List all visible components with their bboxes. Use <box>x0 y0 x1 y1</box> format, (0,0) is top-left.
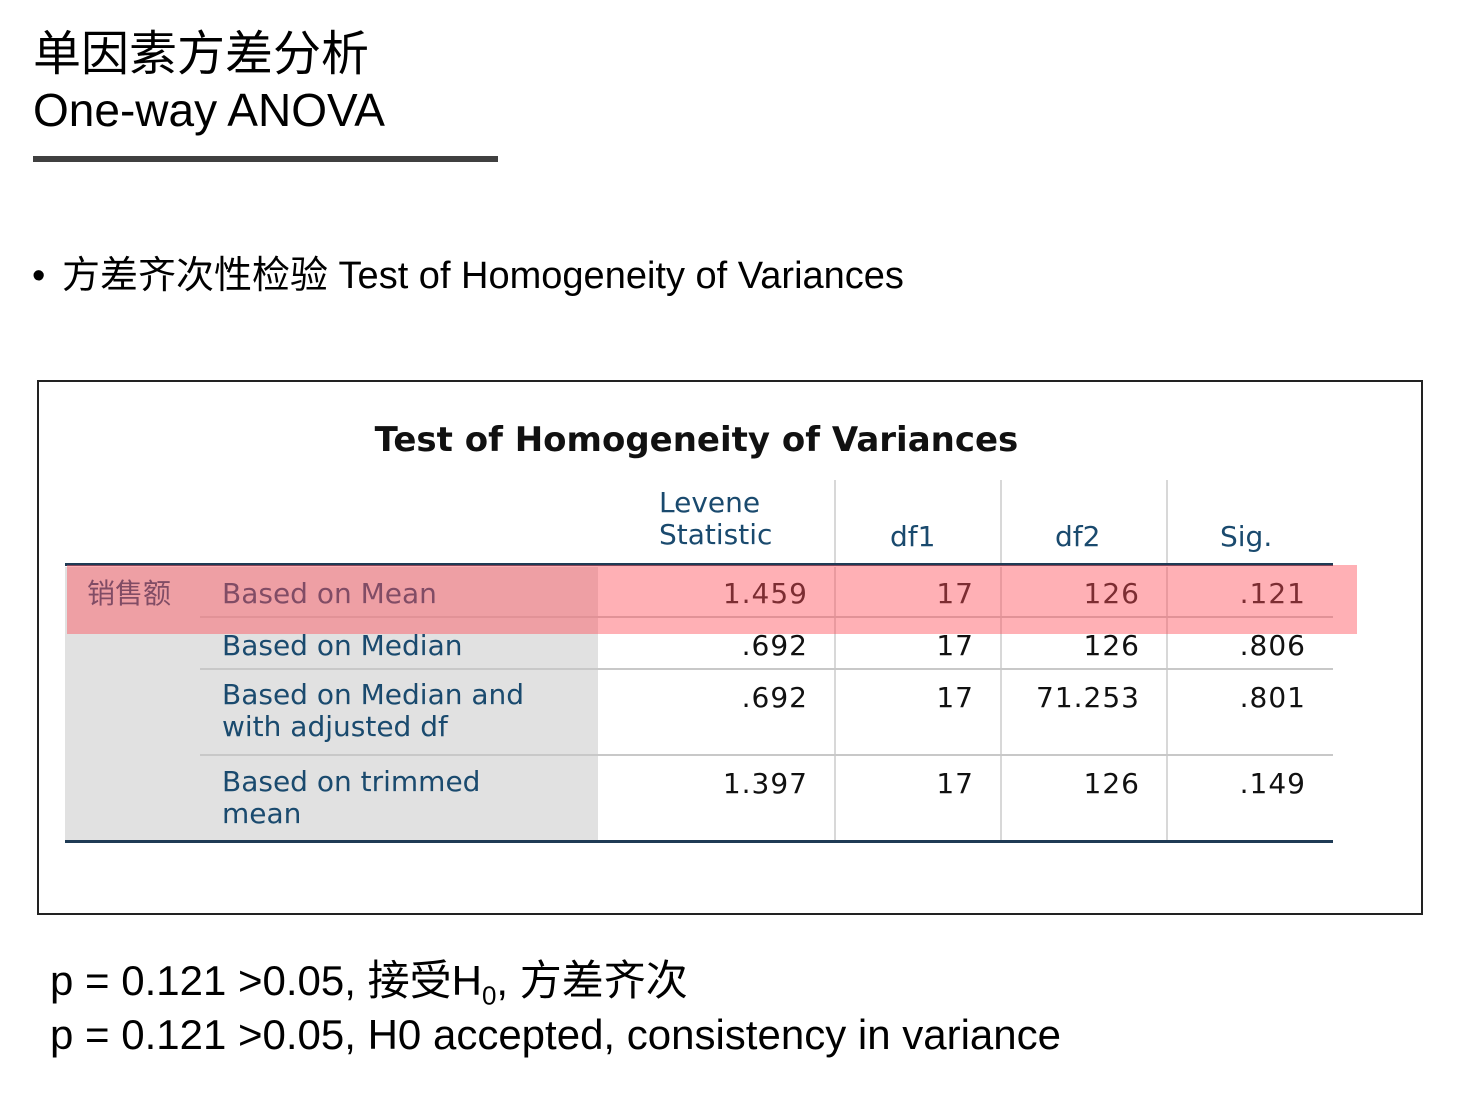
header-df1: df1 <box>890 520 936 553</box>
row-divider <box>200 754 1333 756</box>
row-divider <box>200 668 1333 670</box>
table-title: Test of Homogeneity of Variances <box>374 420 1019 460</box>
column-divider <box>1000 567 1002 840</box>
row-header-stub <box>65 567 598 840</box>
row-label: Based on Mean <box>222 577 437 610</box>
highlight-row-mean <box>67 565 1357 634</box>
column-divider <box>834 567 836 840</box>
slide-title-english: One-way ANOVA <box>33 84 385 136</box>
cell-levene: .692 <box>741 681 808 714</box>
bullet-dot-icon: • <box>32 255 46 297</box>
cell-sig: .806 <box>1239 629 1306 662</box>
conclusion-zh-prefix: p = 0.121 >0.05, 接受H <box>50 957 482 1004</box>
header-divider <box>834 480 836 565</box>
title-underline <box>33 156 498 162</box>
bullet-text: 方差齐次性检验 Test of Homogeneity of Variances <box>62 255 904 297</box>
bullet-point: • 方差齐次性检验 Test of Homogeneity of Variance… <box>32 252 904 300</box>
cell-sig: .801 <box>1239 681 1306 714</box>
row-label-cont: mean <box>222 797 302 830</box>
cell-df1: 17 <box>936 629 974 662</box>
table-frame <box>37 380 1423 915</box>
cell-df2: 71.253 <box>1036 681 1140 714</box>
table-bottom-rule <box>65 840 1333 843</box>
slide-title-chinese: 单因素方差分析 <box>33 26 370 82</box>
cell-levene: 1.397 <box>722 767 808 800</box>
cell-df1: 17 <box>936 681 974 714</box>
conclusion-zh-subscript: 0 <box>481 980 497 1011</box>
header-levene-line1: Levene <box>659 486 761 519</box>
cell-levene: .692 <box>741 629 808 662</box>
cell-df2: 126 <box>1083 629 1140 662</box>
conclusion-chinese: p = 0.121 >0.05, 接受H0, 方差齐次 <box>50 955 688 1021</box>
conclusion-english: p = 0.121 >0.05, H0 accepted, consistenc… <box>50 1011 1061 1058</box>
row-label: Based on Median and <box>222 678 525 711</box>
cell-sig: .121 <box>1239 577 1306 610</box>
row-divider <box>200 616 1333 618</box>
header-bottom-rule <box>65 563 1333 566</box>
cell-sig: .149 <box>1239 767 1306 800</box>
row-label: Based on Median <box>222 629 463 662</box>
row-label-cont: with adjusted df <box>222 710 448 743</box>
header-sig: Sig. <box>1220 520 1273 553</box>
header-divider <box>1166 480 1168 565</box>
conclusion-zh-suffix: , 方差齐次 <box>496 957 688 1004</box>
cell-df2: 126 <box>1083 577 1140 610</box>
cell-df1: 17 <box>936 577 974 610</box>
header-levene-line2: Statistic <box>659 518 773 551</box>
cell-levene: 1.459 <box>722 577 808 610</box>
column-divider <box>1166 567 1168 840</box>
cell-df2: 126 <box>1083 767 1140 800</box>
cell-df1: 17 <box>936 767 974 800</box>
header-df2: df2 <box>1055 520 1101 553</box>
header-divider <box>1000 480 1002 565</box>
row-label: Based on trimmed <box>222 765 481 798</box>
group-label: 销售额 <box>87 577 172 610</box>
